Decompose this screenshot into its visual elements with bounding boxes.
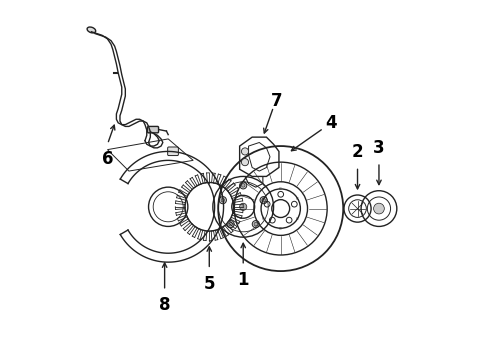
Text: 8: 8 — [159, 296, 171, 314]
FancyBboxPatch shape — [147, 126, 159, 133]
Circle shape — [240, 182, 247, 189]
Circle shape — [229, 222, 232, 226]
FancyBboxPatch shape — [168, 147, 178, 156]
Text: 1: 1 — [238, 271, 249, 289]
Text: c: c — [296, 196, 299, 201]
Text: 3: 3 — [373, 139, 385, 157]
Text: 5: 5 — [203, 275, 215, 293]
Text: 4: 4 — [325, 114, 337, 132]
Circle shape — [252, 221, 259, 228]
Text: 6: 6 — [102, 150, 113, 168]
Text: c: c — [279, 186, 282, 192]
Text: c: c — [279, 226, 282, 231]
Circle shape — [221, 198, 224, 202]
Ellipse shape — [87, 27, 96, 33]
Text: 7: 7 — [270, 93, 282, 111]
Circle shape — [242, 158, 248, 166]
Circle shape — [373, 203, 384, 214]
Text: c: c — [262, 216, 265, 221]
Circle shape — [240, 203, 247, 210]
Circle shape — [262, 198, 266, 202]
Circle shape — [242, 148, 248, 155]
Circle shape — [254, 222, 258, 226]
Text: 2: 2 — [352, 143, 364, 161]
Text: c: c — [296, 216, 299, 221]
Circle shape — [260, 197, 267, 204]
Circle shape — [227, 221, 234, 228]
Text: c: c — [262, 196, 265, 201]
Circle shape — [219, 197, 226, 204]
Circle shape — [242, 184, 245, 187]
